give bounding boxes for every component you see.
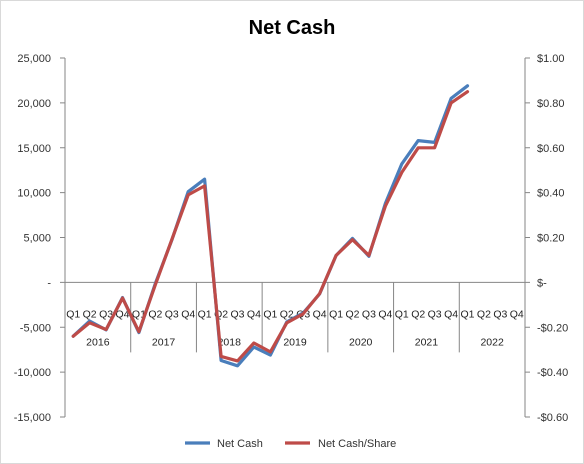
year-label: 2016 bbox=[86, 336, 110, 348]
year-label: 2018 bbox=[218, 336, 242, 348]
quarter-label: Q1 bbox=[460, 308, 474, 320]
quarter-label: Q4 bbox=[181, 308, 195, 320]
year-label: 2017 bbox=[152, 336, 176, 348]
left-tick-label: -5,000 bbox=[20, 322, 51, 334]
quarter-label: Q3 bbox=[428, 308, 442, 320]
right-tick-label: $0.60 bbox=[537, 143, 565, 155]
series-line-net-cash-per-share bbox=[71, 90, 470, 363]
quarter-label: Q1 bbox=[198, 308, 212, 320]
quarter-label: Q4 bbox=[115, 308, 129, 320]
year-label: 2019 bbox=[283, 336, 307, 348]
year-label: 2022 bbox=[480, 336, 504, 348]
right-tick-label: $0.80 bbox=[537, 98, 565, 110]
quarter-label: Q1 bbox=[66, 308, 80, 320]
quarter-label: Q3 bbox=[99, 308, 113, 320]
quarter-label: Q2 bbox=[477, 308, 491, 320]
quarter-label: Q4 bbox=[444, 308, 458, 320]
legend-label: Net Cash bbox=[217, 438, 263, 450]
left-tick-label: -15,000 bbox=[14, 412, 51, 424]
year-label: 2020 bbox=[349, 336, 373, 348]
quarter-label: Q3 bbox=[165, 308, 179, 320]
legend: Net Cash Net Cash/Share bbox=[185, 438, 396, 450]
quarter-label: Q1 bbox=[395, 308, 409, 320]
quarter-label: Q2 bbox=[280, 308, 294, 320]
left-tick-label: 10,000 bbox=[17, 188, 51, 200]
quarter-label: Q1 bbox=[329, 308, 343, 320]
year-label: 2021 bbox=[415, 336, 439, 348]
quarter-label: Q2 bbox=[148, 308, 162, 320]
right-tick-label: $0.20 bbox=[537, 233, 565, 245]
left-tick-label: -10,000 bbox=[14, 367, 51, 379]
legend-label: Net Cash/Share bbox=[318, 438, 396, 450]
left-tick-label: 20,000 bbox=[17, 98, 51, 110]
axes: 25,000 20,000 15,000 10,000 5,000 - -5,000 -10,… bbox=[14, 53, 569, 424]
series-layer bbox=[71, 84, 470, 368]
quarter-label: Q3 bbox=[493, 308, 507, 320]
left-tick-label: - bbox=[47, 277, 51, 289]
right-tick-label: $1.00 bbox=[537, 53, 565, 65]
quarter-label: Q1 bbox=[263, 308, 277, 320]
right-tick-label: -$0.20 bbox=[537, 322, 568, 334]
quarter-label: Q2 bbox=[345, 308, 359, 320]
quarter-label: Q2 bbox=[411, 308, 425, 320]
chart-title: Net Cash bbox=[249, 17, 336, 39]
quarter-label: Q4 bbox=[510, 308, 524, 320]
right-tick-label: $0.40 bbox=[537, 188, 565, 200]
quarter-label: Q3 bbox=[230, 308, 244, 320]
quarter-label: Q4 bbox=[313, 308, 327, 320]
quarter-label: Q2 bbox=[83, 308, 97, 320]
left-tick-label: 25,000 bbox=[17, 53, 51, 65]
quarter-label: Q3 bbox=[362, 308, 376, 320]
quarter-label: Q4 bbox=[247, 308, 261, 320]
left-tick-label: 5,000 bbox=[23, 233, 51, 245]
quarter-label: Q4 bbox=[378, 308, 392, 320]
right-tick-label: -$0.40 bbox=[537, 367, 568, 379]
left-tick-label: 15,000 bbox=[17, 143, 51, 155]
right-tick-label: $- bbox=[537, 277, 547, 289]
right-tick-label: -$0.60 bbox=[537, 412, 568, 424]
